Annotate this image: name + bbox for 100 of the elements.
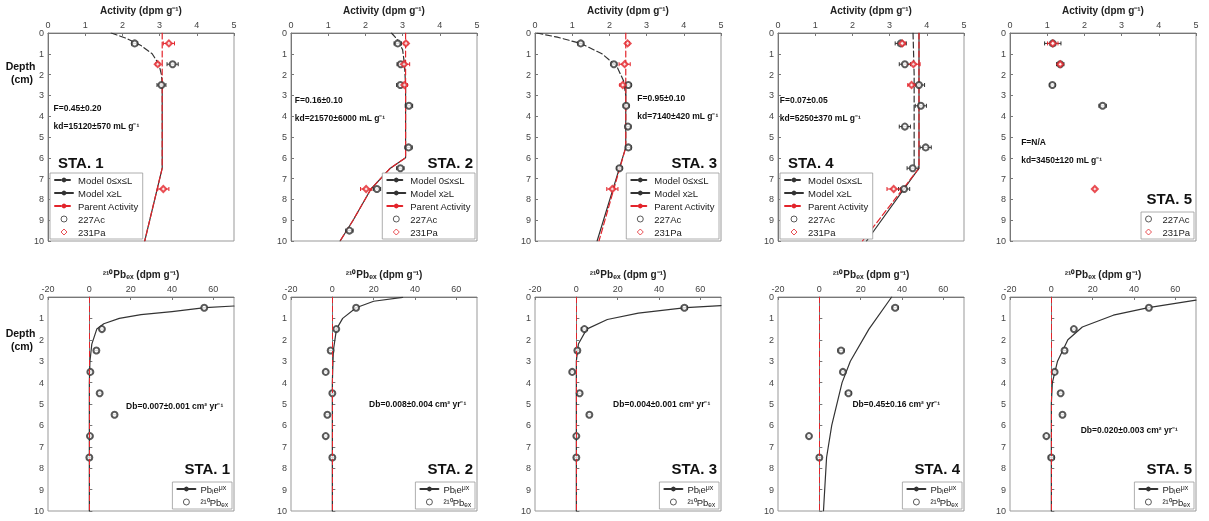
y-tick-label: 1: [1000, 313, 1006, 324]
x-tick-label: -20: [1003, 283, 1017, 294]
y-tick-label: 4: [768, 111, 774, 122]
y-tick-label: 10: [520, 506, 531, 516]
y-tick-label: 5: [38, 132, 44, 142]
legend-label: 227Ac: [808, 213, 836, 225]
y-tick-label: 8: [768, 194, 774, 205]
y-tick-label: 10: [33, 506, 44, 516]
x-tick-label: 60: [938, 283, 949, 294]
y-tick-label: 4: [281, 377, 287, 388]
y-tick-label: 6: [768, 420, 774, 431]
y-tick-label: 0: [768, 292, 774, 302]
legend-label: 231Pa: [410, 226, 439, 238]
legend-label: Model x≥L: [654, 187, 699, 199]
y-tick-label: 9: [38, 484, 44, 495]
y-tick-label: 10: [763, 236, 774, 246]
y-tick-label: 1: [281, 313, 287, 324]
x-tick-label: 0: [816, 283, 822, 294]
legend-label: ²¹⁰Pbₑₓ: [1162, 496, 1191, 508]
x-tick-label: 60: [695, 283, 706, 294]
x-tick-label: 60: [1170, 283, 1181, 294]
x-tick-label: 20: [368, 283, 379, 294]
x-tick-label: 40: [166, 283, 178, 294]
annotation: kd=15120±570 mL g⁻¹: [53, 121, 140, 132]
x-tick-label: 1: [1044, 19, 1050, 30]
x-tick-label: 4: [924, 19, 930, 30]
y-tick-label: 7: [525, 173, 531, 184]
y-tick-label: 8: [768, 463, 774, 474]
y-tick-label: 5: [768, 399, 774, 409]
y-tick-label: 9: [38, 215, 44, 226]
y-tick-label: 3: [768, 356, 774, 367]
y-tick-label: 8: [38, 194, 44, 205]
y-tick-label: 0: [38, 292, 44, 302]
y-tick-label: 1: [1000, 48, 1006, 59]
legend-label: 227Ac: [1162, 213, 1190, 225]
y-tick-label: 3: [525, 90, 531, 101]
annotation: Db=0.008±0.004 cm² yr⁻¹: [369, 399, 467, 409]
y-tick-label: 10: [995, 236, 1006, 246]
y-tick-label: 0: [768, 28, 774, 38]
annotation: kd=5250±370 mL g⁻¹: [779, 112, 862, 123]
x-tick-label: -20: [284, 283, 298, 294]
annotation: F=0.45±0.20: [53, 103, 102, 114]
y-tick-label: 2: [768, 334, 774, 345]
y-tick-label: 2: [1000, 69, 1006, 80]
y-tick-label: 1: [281, 48, 287, 59]
y-tick-label: 5: [525, 399, 531, 409]
y-tick-label: 5: [768, 132, 774, 142]
x-tick-label: 0: [86, 283, 92, 294]
x-axis-title: ²¹⁰Pbₑₓ (dpm g⁻¹): [832, 268, 910, 280]
x-tick-label: -20: [41, 283, 55, 294]
legend-label: Model 0≤x≤L: [808, 174, 863, 186]
y-tick-label: 9: [768, 215, 774, 226]
y-tick-label: 2: [281, 334, 287, 345]
legend-label: 231Pa: [808, 226, 837, 238]
x-tick-label: 0: [532, 19, 538, 30]
x-tick-label: 3: [1119, 19, 1125, 30]
y-tick-label: 2: [525, 334, 531, 345]
annotation: F=0.16±0.10: [294, 94, 343, 105]
y-tick-label: 10: [763, 506, 774, 516]
y-tick-label: 8: [525, 463, 531, 474]
x-tick-label: 0: [45, 19, 51, 30]
x-axis-title: Activity (dpm g⁻¹): [587, 4, 669, 16]
x-tick-label: 60: [208, 283, 219, 294]
x-tick-label: 20: [125, 283, 136, 294]
x-tick-label: 5: [231, 19, 237, 30]
x-tick-label: 40: [653, 283, 665, 294]
text: STA. 1: [58, 154, 104, 171]
x-tick-label: 5: [1193, 19, 1199, 30]
y-tick-label: 4: [1000, 111, 1006, 122]
y-tick-label: 0: [1000, 28, 1006, 38]
y-tick-label: 4: [525, 111, 531, 122]
text: STA. 5: [1146, 460, 1193, 477]
y-tick-label: 9: [281, 215, 287, 226]
x-axis-title: Activity (dpm g⁻¹): [1062, 4, 1144, 16]
x-tick-label: 5: [474, 19, 480, 30]
y-tick-label: 7: [768, 441, 774, 452]
annotation: F=0.95±0.10: [637, 92, 686, 103]
y-tick-label: 10: [276, 236, 287, 246]
y-tick-label: 8: [281, 463, 287, 474]
y-tick-label: 7: [281, 441, 287, 452]
legend-label: Model x≥L: [410, 187, 455, 199]
y-tick-label: 7: [38, 173, 44, 184]
y-tick-label: 0: [38, 28, 44, 38]
y-tick-label: 7: [525, 441, 531, 452]
y-tick-label: 2: [281, 69, 287, 80]
y-tick-label: 3: [1000, 356, 1006, 367]
y-tick-label: 1: [525, 48, 531, 59]
x-tick-label: 0: [573, 283, 579, 294]
legend-label: Parent Activity: [654, 200, 715, 212]
y-tick-label: 4: [768, 377, 774, 388]
y-tick-label: 2: [1000, 334, 1006, 345]
legend-label: Model x≥L: [78, 187, 122, 199]
y-tick-label: 3: [38, 90, 44, 101]
y-tick-label: 9: [525, 484, 531, 495]
y-tick-label: 7: [281, 173, 287, 184]
y-tick-label: 0: [525, 28, 531, 38]
y-tick-label: 2: [38, 334, 44, 345]
y-tick-label: 10: [33, 236, 44, 246]
x-axis-title: Activity (dpm g⁻¹): [343, 4, 425, 16]
y-tick-label: 10: [520, 236, 531, 246]
